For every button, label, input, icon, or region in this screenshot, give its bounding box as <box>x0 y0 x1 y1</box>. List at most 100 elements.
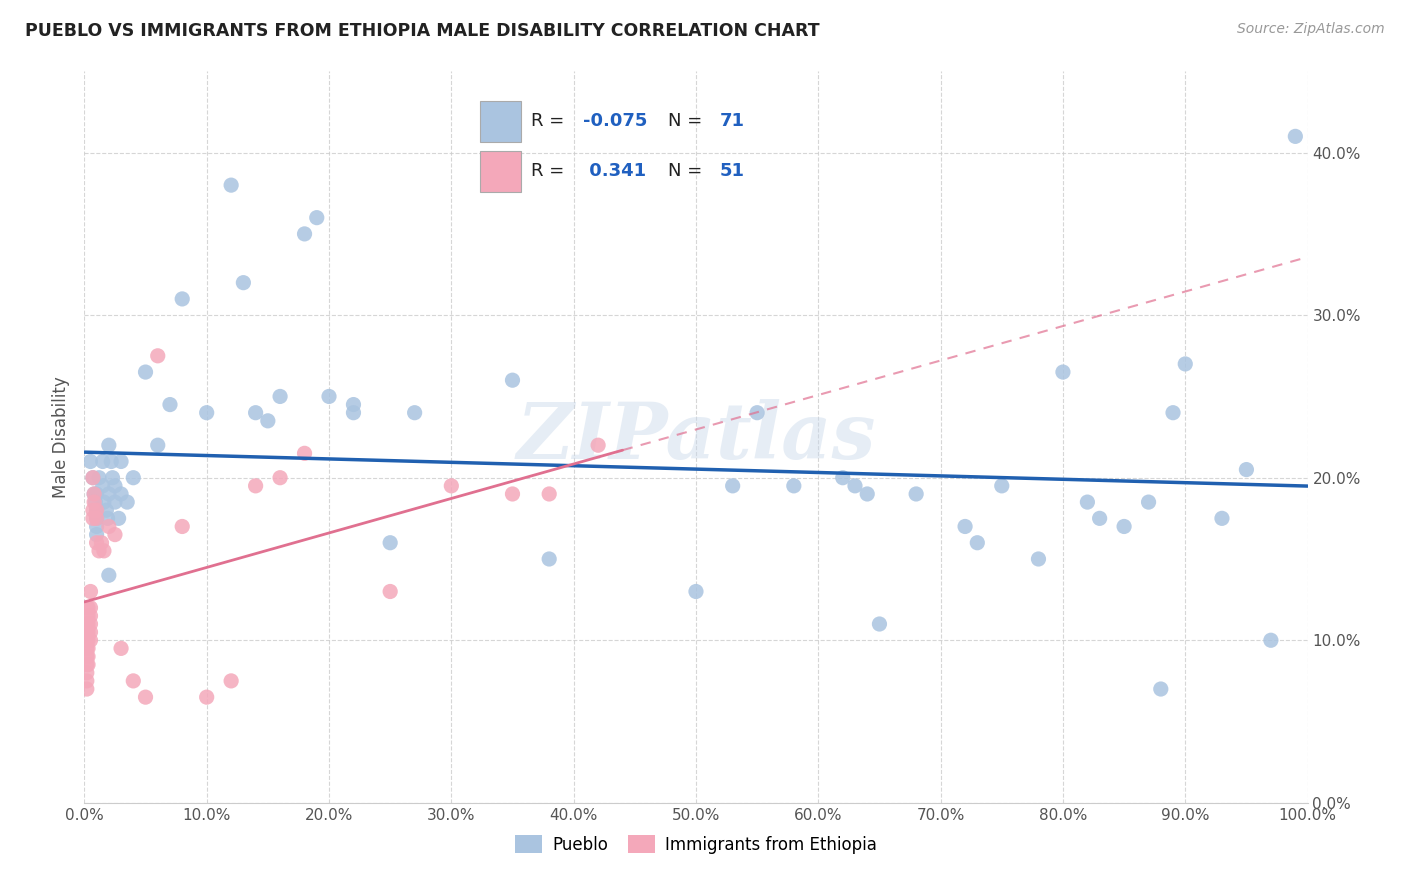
Point <box>76 649 98 664</box>
Point <box>783 479 806 493</box>
Point <box>318 389 340 403</box>
Point <box>76 657 98 672</box>
Y-axis label: Male Disability: Male Disability <box>52 376 70 498</box>
Point <box>159 398 181 412</box>
Point <box>104 479 127 493</box>
Point <box>586 438 609 452</box>
Point <box>122 471 145 485</box>
Point <box>1137 495 1160 509</box>
Point <box>844 479 866 493</box>
Point <box>1174 357 1197 371</box>
Point <box>97 511 120 525</box>
Point <box>538 552 561 566</box>
Point <box>1260 633 1282 648</box>
Point <box>380 535 402 549</box>
Text: Source: ZipAtlas.com: Source: ZipAtlas.com <box>1237 22 1385 37</box>
Point <box>104 527 127 541</box>
Point <box>305 211 328 225</box>
Point <box>76 633 98 648</box>
Point <box>269 389 291 403</box>
Point <box>380 584 402 599</box>
Point <box>82 471 104 485</box>
Point <box>502 373 524 387</box>
Point <box>86 511 108 525</box>
Text: PUEBLO VS IMMIGRANTS FROM ETHIOPIA MALE DISABILITY CORRELATION CHART: PUEBLO VS IMMIGRANTS FROM ETHIOPIA MALE … <box>25 22 820 40</box>
Point <box>90 535 112 549</box>
Point <box>721 479 744 493</box>
Point <box>91 479 114 493</box>
Point <box>86 503 108 517</box>
Point <box>86 527 108 541</box>
Point <box>404 406 426 420</box>
Point <box>831 471 853 485</box>
Point <box>232 276 254 290</box>
Point <box>86 511 108 525</box>
Point <box>342 398 364 412</box>
Point <box>84 495 107 509</box>
Point <box>146 349 169 363</box>
Point <box>991 479 1014 493</box>
Point <box>86 519 108 533</box>
Point <box>685 584 707 599</box>
Point <box>1114 519 1136 533</box>
Point <box>905 487 928 501</box>
Point <box>245 406 267 420</box>
Point <box>79 600 101 615</box>
Point <box>76 665 98 680</box>
Point <box>93 544 115 558</box>
Point <box>502 487 524 501</box>
Point <box>257 414 280 428</box>
Point <box>747 406 769 420</box>
Point <box>172 292 194 306</box>
Point <box>76 673 98 688</box>
Point <box>77 600 100 615</box>
Point <box>97 519 120 533</box>
Point <box>76 617 98 632</box>
Legend: Pueblo, Immigrants from Ethiopia: Pueblo, Immigrants from Ethiopia <box>509 829 883 860</box>
Point <box>86 503 108 517</box>
Point <box>77 641 100 656</box>
Point <box>195 406 218 420</box>
Point <box>538 487 561 501</box>
Point <box>83 495 105 509</box>
Point <box>96 503 118 517</box>
Point <box>294 227 316 241</box>
Point <box>135 365 157 379</box>
Point <box>97 438 120 452</box>
Point <box>77 625 100 640</box>
Point <box>269 471 291 485</box>
Point <box>1028 552 1050 566</box>
Point <box>77 649 100 664</box>
Point <box>245 479 267 493</box>
Point <box>115 495 138 509</box>
Point <box>135 690 157 705</box>
Point <box>1052 365 1074 379</box>
Point <box>86 535 108 549</box>
Point <box>82 503 104 517</box>
Point <box>294 446 316 460</box>
Point <box>79 454 101 468</box>
Point <box>953 519 976 533</box>
Point <box>97 568 120 582</box>
Point <box>107 511 129 525</box>
Point <box>1211 511 1233 525</box>
Point <box>77 657 100 672</box>
Point <box>1284 129 1306 144</box>
Point <box>86 487 108 501</box>
Point <box>1076 495 1098 509</box>
Point <box>219 673 242 688</box>
Point <box>83 487 105 501</box>
Point <box>100 454 122 468</box>
Point <box>97 487 120 501</box>
Point <box>82 471 104 485</box>
Text: ZIPatlas: ZIPatlas <box>516 399 876 475</box>
Point <box>101 471 124 485</box>
Point <box>79 617 101 632</box>
Point <box>195 690 218 705</box>
Point <box>79 625 101 640</box>
Point <box>869 617 891 632</box>
Point <box>1161 406 1184 420</box>
Point <box>110 641 132 656</box>
Point <box>87 544 110 558</box>
Point <box>79 584 101 599</box>
